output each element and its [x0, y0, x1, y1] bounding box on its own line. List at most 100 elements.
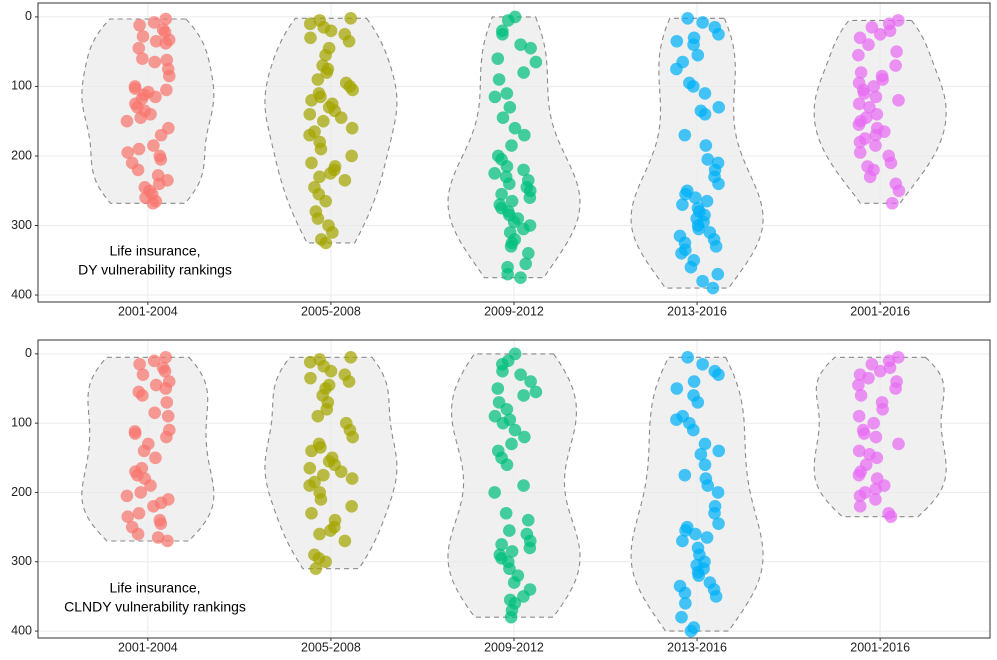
x-tick-label: 2001-2004 [118, 640, 178, 654]
x-tick-label: 2001-2004 [118, 304, 178, 318]
data-point [852, 97, 866, 111]
data-point [148, 406, 162, 420]
data-point [504, 610, 518, 624]
data-point [876, 73, 889, 86]
y-tick-label: 100 [11, 415, 32, 429]
annotation: DY vulnerability rankings [78, 262, 232, 278]
data-point [319, 236, 333, 250]
x-tick-label: 2009-2012 [484, 640, 544, 654]
data-point [517, 163, 530, 177]
data-point [508, 423, 522, 437]
data-point [492, 73, 506, 86]
data-point [889, 382, 902, 395]
data-point [517, 222, 530, 236]
data-point [863, 170, 877, 184]
data-point [305, 94, 318, 107]
data-point [700, 194, 714, 208]
y-tick-label: 300 [11, 218, 32, 232]
data-point [852, 444, 866, 458]
x-tick-label: 2001-2016 [850, 640, 910, 654]
data-point [304, 31, 317, 45]
data-point [311, 409, 325, 423]
data-point [303, 107, 317, 121]
data-point [324, 524, 337, 537]
data-point [676, 534, 689, 548]
data-point [853, 500, 867, 513]
data-point [701, 479, 715, 492]
data-point [884, 510, 898, 524]
data-point [867, 80, 880, 93]
data-point [154, 517, 168, 530]
x-tick-label: 2005-2008 [301, 304, 361, 318]
data-point [865, 357, 879, 371]
data-point [491, 52, 505, 65]
data-point [334, 465, 348, 478]
annotation: Life insurance, [109, 243, 200, 259]
data-point [158, 364, 172, 378]
data-point [709, 240, 723, 253]
data-point [499, 506, 513, 520]
data-point [505, 437, 518, 451]
data-point [706, 281, 720, 295]
data-point [500, 458, 514, 472]
data-point [852, 468, 866, 482]
data-point [136, 389, 149, 402]
data-point [867, 416, 880, 430]
data-point [517, 389, 530, 402]
data-point [670, 382, 684, 395]
data-point [687, 423, 700, 437]
data-point [311, 73, 325, 86]
data-point [869, 430, 883, 444]
data-point [503, 101, 517, 114]
data-point [320, 66, 334, 79]
data-point [132, 41, 146, 55]
data-point [303, 128, 316, 142]
data-point [708, 506, 721, 520]
data-point [852, 378, 865, 392]
violin [630, 17, 764, 289]
data-point [128, 82, 142, 95]
data-point [311, 212, 325, 225]
y-tick-label: 400 [11, 287, 32, 301]
data-point [507, 215, 521, 229]
data-point [709, 590, 723, 603]
data-point [326, 226, 339, 239]
data-point [865, 21, 879, 34]
data-point [500, 403, 514, 416]
data-point [303, 17, 317, 31]
data-point [161, 409, 175, 423]
data-point [342, 34, 356, 48]
data-point [338, 534, 352, 548]
data-point [892, 184, 906, 198]
data-point [873, 364, 887, 378]
data-point [698, 87, 712, 100]
data-point [148, 55, 162, 69]
data-point [517, 590, 530, 603]
data-point [313, 527, 326, 541]
data-point [870, 107, 884, 121]
data-point [889, 59, 902, 72]
data-point [504, 240, 518, 253]
data-point [862, 371, 875, 385]
data-point [324, 167, 337, 180]
data-point [670, 62, 683, 76]
data-point [154, 128, 168, 142]
data-point [304, 371, 317, 385]
data-point [676, 198, 689, 211]
data-point [691, 396, 705, 409]
data-point [517, 66, 530, 79]
data-point [149, 34, 163, 48]
data-point [857, 87, 871, 100]
data-point [488, 486, 501, 499]
data-point [496, 416, 510, 430]
violin [630, 356, 764, 632]
data-point [679, 597, 692, 610]
data-point [488, 90, 502, 104]
data-point [853, 31, 867, 45]
data-point [136, 52, 149, 65]
data-point [514, 368, 527, 381]
data-point [503, 562, 516, 575]
data-point [684, 624, 698, 638]
data-point [523, 541, 537, 555]
data-point [319, 48, 332, 62]
